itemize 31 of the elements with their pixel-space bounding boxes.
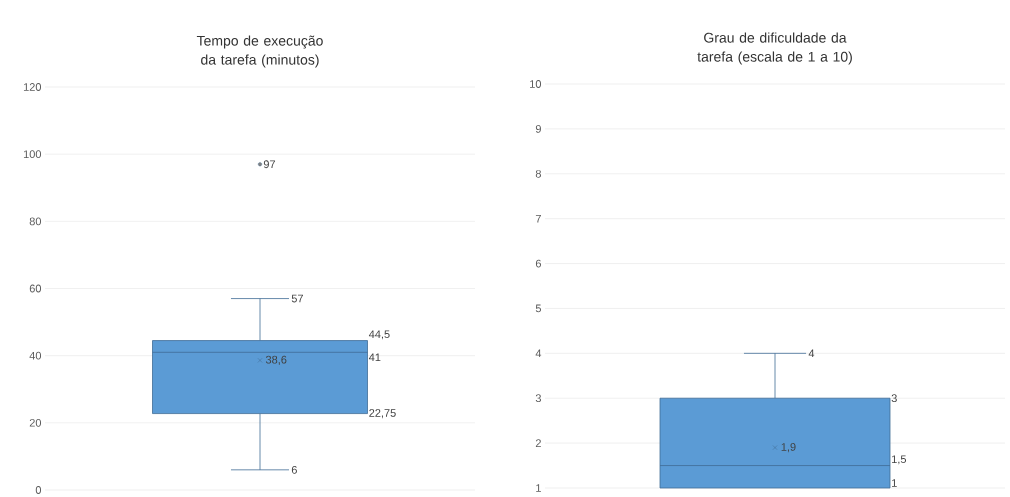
annotation: 4	[808, 349, 815, 357]
y-tick-label: 1	[536, 484, 541, 492]
y-tick-label: 10	[530, 80, 542, 88]
y-tick-label: 3	[535, 394, 541, 402]
y-tick-label: 20	[29, 418, 42, 427]
chart-title: Tempo de execução da tarefa (minutos)	[196, 35, 323, 68]
y-tick-label: 9	[535, 124, 541, 133]
annotation: 1	[892, 479, 897, 487]
annotation: 97	[263, 160, 276, 169]
y-tick-label: 40	[29, 351, 42, 360]
y-tick-label: 120	[23, 83, 42, 91]
annotation: 6	[291, 465, 297, 474]
y-tick-label: 6	[535, 259, 541, 268]
y-tick-label: 8	[535, 169, 541, 178]
y-tick-label: 60	[29, 284, 42, 293]
annotation: 1,5	[892, 455, 907, 465]
annotation: 38,6	[265, 355, 287, 365]
y-tick-label: 0	[35, 486, 42, 494]
annotation: 1,9	[781, 442, 796, 453]
y-tick-label: 2	[535, 439, 541, 447]
y-tick-label: 80	[29, 217, 42, 226]
annotation: 22,75	[369, 408, 396, 419]
y-tick-label: 100	[23, 150, 42, 158]
y-tick-label: 5	[535, 304, 541, 313]
y-tick-label: 7	[535, 214, 541, 223]
annotation: 41	[368, 353, 381, 361]
annotation: 57	[291, 294, 303, 303]
y-tick-label: 4	[535, 349, 542, 357]
annotation: 44,5	[368, 330, 390, 340]
annotation: 3	[891, 394, 897, 402]
chart-title: Grau de dificuldade da tarefa (escala de 1 a 10)	[697, 32, 852, 65]
